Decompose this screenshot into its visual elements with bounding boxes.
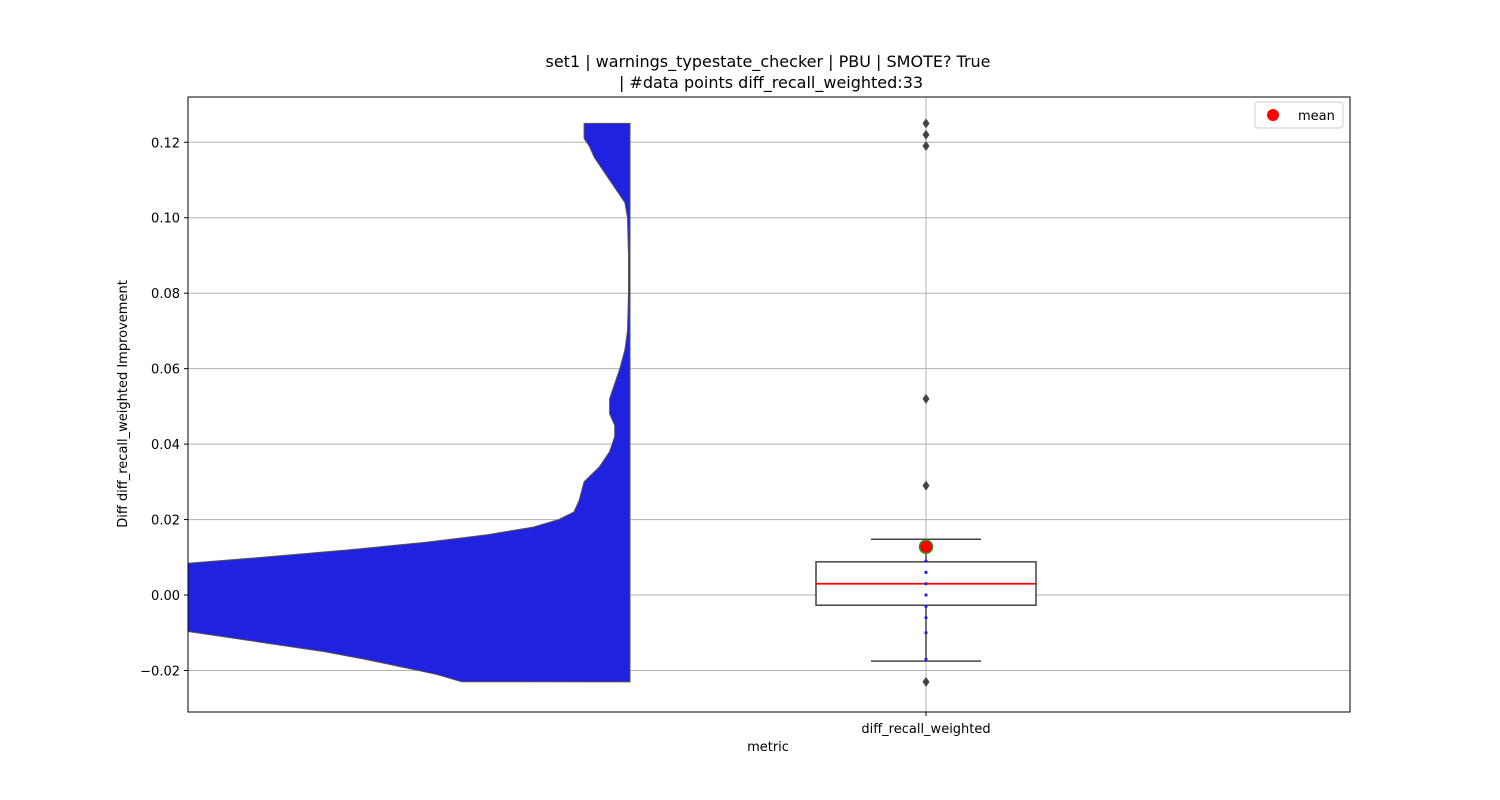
legend-mean-label: mean <box>1298 109 1335 124</box>
x-tick-label: diff_recall_weighted <box>861 722 990 737</box>
y-tick-label: 0.04 <box>151 438 180 453</box>
outlier-marker <box>922 129 930 140</box>
y-tick-label: 0.00 <box>151 589 180 604</box>
plot-frame <box>187 96 1351 713</box>
legend: mean <box>1254 101 1344 129</box>
outlier-marker <box>922 118 930 129</box>
outlier-marker <box>922 393 930 404</box>
violin-body <box>188 122 631 683</box>
strip-point <box>924 559 928 563</box>
plot-area: −0.02 0.00 0.02 0.04 0.06 0.08 0.10 0.12 diff_re… <box>140 96 1351 737</box>
y-tick-label: 0.10 <box>151 212 180 227</box>
legend-box <box>1254 101 1344 129</box>
legend-mean-marker <box>1267 109 1279 121</box>
strip-point <box>924 570 928 574</box>
outlier-marker <box>922 141 930 152</box>
chart-title-line1: set1 | warnings_typestate_checker | PBU … <box>545 52 990 72</box>
strip-point <box>924 616 928 620</box>
y-tick-label: 0.12 <box>151 136 180 151</box>
y-tick-label: 0.02 <box>151 514 180 529</box>
mean-marker <box>918 539 934 554</box>
outlier-marker <box>922 480 930 491</box>
y-tick-label: 0.08 <box>151 287 180 302</box>
y-tick-label: −0.02 <box>140 664 180 679</box>
strip-point <box>924 593 928 597</box>
chart-title-line2: | #data points diff_recall_weighted:33 <box>619 73 923 93</box>
outlier-marker <box>922 676 930 687</box>
y-tick-label: 0.06 <box>151 363 180 378</box>
strip-point <box>924 604 928 608</box>
strip-point <box>924 582 928 586</box>
x-axis-label: metric <box>747 740 789 755</box>
strip-point <box>924 631 928 635</box>
y-axis-label: Diff diff_recall_weighted Improvement <box>116 280 131 528</box>
strip-point <box>924 657 928 661</box>
